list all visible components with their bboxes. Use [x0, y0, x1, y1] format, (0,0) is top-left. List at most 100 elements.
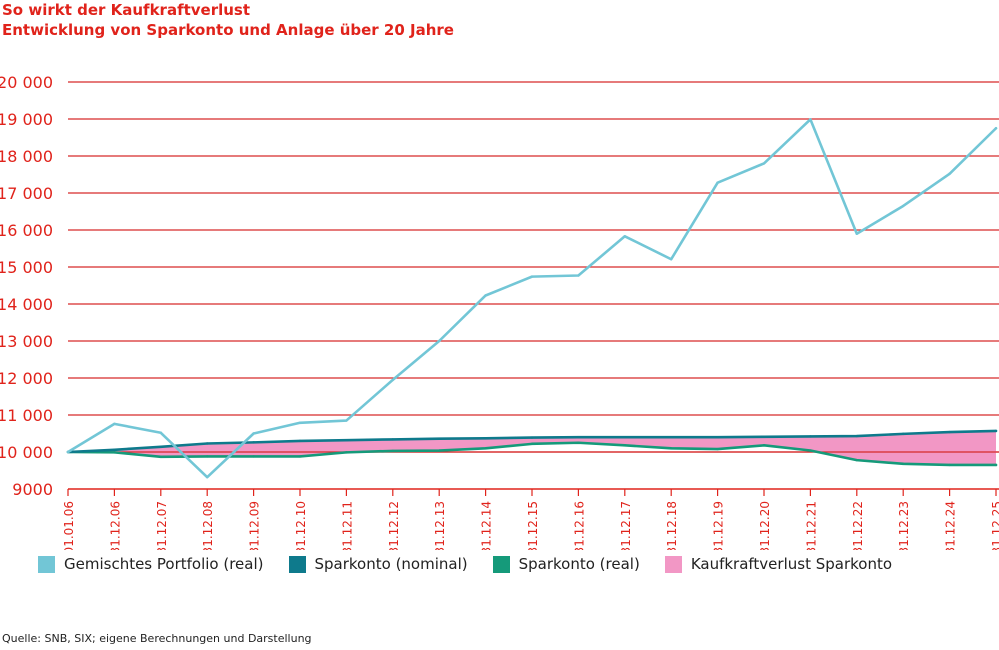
x-tick-label-0: 01.01.06 [62, 501, 76, 550]
data-point-savings-nominal-9 [484, 437, 487, 440]
data-point-savings-real-9 [484, 447, 487, 450]
legend-swatch-purchasing-power-loss [664, 555, 682, 573]
x-tick-label-12: 31.12.17 [619, 501, 633, 550]
data-point-portfolio-real-3 [206, 475, 209, 479]
x-tick-label-8: 31.12.13 [433, 501, 447, 550]
data-point-portfolio-real-18 [902, 204, 905, 208]
data-point-savings-nominal-8 [438, 437, 441, 440]
data-point-savings-real-8 [438, 449, 441, 452]
y-tick-label-14000: 14 000 [0, 295, 53, 314]
chart-subtitle: Entwicklung von Sparkonto und Anlage übe… [2, 21, 454, 39]
y-tick-label-18000: 18 000 [0, 147, 53, 166]
data-point-savings-nominal-5 [298, 439, 302, 443]
data-point-savings-nominal-3 [206, 442, 209, 445]
legend-swatch-savings-nominal [288, 555, 306, 573]
series-lines [66, 118, 998, 479]
data-point-portfolio-real-1 [113, 422, 116, 426]
data-point-savings-real-12 [623, 444, 626, 447]
data-point-portfolio-real-2 [159, 431, 162, 434]
data-point-savings-real-10 [530, 442, 534, 446]
y-tick-label-9000: 9000 [12, 480, 53, 499]
data-point-savings-real-16 [809, 449, 812, 452]
legend-label-portfolio-real: Gemischtes Portfolio (real) [64, 555, 264, 573]
data-point-savings-nominal-1 [113, 448, 116, 451]
x-tick-label-14: 31.12.19 [712, 501, 726, 550]
data-point-savings-real-6 [345, 451, 348, 454]
axes: 9000 10 000 11 000 12 000 13 000 14 000 15 000… [0, 73, 999, 550]
y-tick-label-17000: 17 000 [0, 184, 53, 203]
data-point-savings-nominal-11 [577, 436, 580, 439]
y-tick-label-11000: 11 000 [0, 406, 53, 425]
y-tick-label-10000: 10 000 [0, 443, 53, 462]
x-tick-label-13: 31.12.18 [665, 501, 679, 550]
data-point-savings-real-15 [762, 444, 766, 447]
data-point-savings-nominal-10 [530, 436, 534, 439]
data-point-savings-real-3 [206, 455, 209, 458]
data-point-savings-nominal-18 [902, 432, 905, 436]
data-point-savings-real-4 [252, 455, 255, 458]
x-tick-label-3: 31.12.08 [201, 501, 215, 550]
x-tick-label-19: 31.12.24 [944, 501, 958, 550]
data-point-portfolio-real-9 [484, 294, 487, 297]
data-point-savings-real-1 [113, 451, 116, 454]
data-point-portfolio-real-14 [716, 181, 719, 184]
data-point-portfolio-real-4 [252, 432, 255, 435]
data-point-portfolio-real-11 [577, 274, 580, 277]
legend-item-portfolio-real: Gemischtes Portfolio (real) [38, 555, 264, 573]
x-tick-label-9: 31.12.14 [480, 501, 494, 550]
data-point-portfolio-real-16 [809, 118, 812, 121]
data-point-savings-nominal-6 [345, 438, 348, 442]
data-point-savings-real-19 [948, 463, 951, 467]
data-point-savings-nominal-2 [159, 445, 162, 449]
y-tick-label-15000: 15 000 [0, 258, 53, 277]
gridlines [68, 81, 999, 453]
legend-label-savings-real: Sparkonto (real) [518, 555, 640, 573]
legend-item-purchasing-power-loss: Kaufkraftverlust Sparkonto [664, 555, 893, 573]
data-point-savings-nominal-13 [670, 436, 673, 439]
data-point-savings-nominal-14 [716, 436, 719, 439]
x-tick-label-10: 31.12.15 [526, 501, 540, 550]
data-point-savings-nominal-20 [994, 429, 998, 433]
x-tick-label-5: 31.12.10 [294, 501, 308, 550]
data-point-portfolio-real-10 [530, 275, 534, 278]
legend: Gemischtes Portfolio (real) Sparkonto (n… [38, 555, 917, 573]
data-point-savings-real-7 [391, 449, 394, 453]
data-point-savings-nominal-16 [809, 435, 812, 438]
data-point-savings-real-13 [670, 447, 673, 450]
data-point-savings-nominal-17 [855, 434, 858, 438]
data-point-savings-nominal-15 [762, 435, 766, 439]
line-chart: 9000 10 000 11 000 12 000 13 000 14 000 15 000… [0, 73, 999, 550]
x-tick-label-11: 31.12.16 [572, 501, 586, 550]
legend-item-savings-real: Sparkonto (real) [492, 555, 640, 573]
data-point-savings-real-18 [902, 462, 905, 466]
legend-swatch-portfolio-real [38, 555, 55, 573]
x-tick-label-2: 31.12.07 [155, 501, 169, 550]
data-point-savings-real-17 [855, 458, 858, 462]
x-tick-label-17: 31.12.22 [851, 501, 865, 550]
data-point-portfolio-real-5 [298, 421, 302, 424]
data-point-portfolio-real-20 [994, 127, 998, 130]
y-tick-label-20000: 20 000 [0, 73, 53, 92]
y-tick-label-13000: 13 000 [0, 332, 53, 351]
legend-label-purchasing-power-loss: Kaufkraftverlust Sparkonto [690, 555, 893, 573]
series-line-portfolio-real [66, 118, 998, 479]
x-tick-label-1: 31.12.06 [108, 501, 122, 550]
y-tick-label-19000: 19 000 [0, 110, 53, 129]
x-tick-label-6: 31.12.11 [340, 501, 354, 550]
data-point-portfolio-real-13 [670, 258, 673, 261]
data-point-savings-real-14 [716, 447, 719, 451]
data-point-portfolio-real-6 [345, 419, 348, 422]
source-note: Quelle: SNB, SIX; eigene Berechnungen un… [2, 632, 312, 645]
x-tick-label-18: 31.12.23 [897, 501, 911, 550]
data-point-savings-nominal-12 [623, 436, 626, 439]
data-point-portfolio-real-7 [391, 378, 394, 382]
x-tick-label-20: 31.12.25 [990, 501, 999, 550]
data-point-portfolio-real-12 [623, 235, 626, 238]
y-tick-label-16000: 16 000 [0, 221, 53, 240]
data-point-savings-real-5 [298, 455, 302, 458]
x-tick-label-7: 31.12.12 [387, 501, 401, 550]
data-point-portfolio-real-15 [762, 162, 766, 165]
data-point-portfolio-real-17 [855, 232, 858, 235]
chart-title: So wirkt der Kaufkraftverlust [2, 1, 251, 19]
data-point-savings-nominal-19 [948, 430, 951, 434]
